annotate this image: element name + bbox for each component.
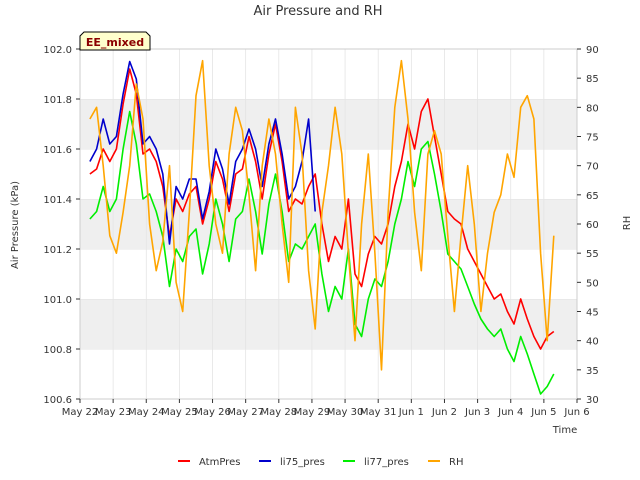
- y-right-tick-label: 40: [586, 337, 599, 348]
- y-right-tick-label: 80: [586, 103, 599, 114]
- badge-label: EE_mixed: [86, 36, 144, 49]
- x-axis-label: Time: [552, 425, 577, 436]
- y-right-tick-label: 55: [586, 249, 599, 260]
- y-right-axis-ticks: 30 35 40 45 50 55 60 65 70 75 80 85 90: [577, 45, 599, 406]
- x-tick-label: May 25: [161, 407, 198, 418]
- y-right-tick-label: 65: [586, 191, 599, 202]
- x-tick-label: May 29: [294, 407, 331, 418]
- legend: AtmPres li75_pres li77_pres RH: [178, 457, 463, 468]
- x-tick-label: Jun 3: [464, 407, 490, 418]
- chart-title: Air Pressure and RH: [253, 4, 382, 19]
- x-tick-label: May 24: [128, 407, 165, 418]
- x-tick-label: May 23: [95, 407, 132, 418]
- y-left-tick-label: 101.2: [43, 245, 72, 256]
- y-left-axis-ticks: 100.6 100.8 101.0 101.2 101.4 101.6 101.8 102.0: [43, 45, 80, 406]
- grid-band: [80, 349, 577, 399]
- x-tick-label: May 22: [62, 407, 99, 418]
- y-right-tick-label: 85: [586, 74, 599, 85]
- y-left-tick-label: 101.6: [43, 145, 72, 156]
- y-right-tick-label: 50: [586, 278, 599, 289]
- y-right-tick-label: 75: [586, 133, 599, 144]
- badge-box: [79, 31, 151, 51]
- grid-band: [80, 49, 577, 99]
- legend-label-RH: RH: [449, 457, 463, 468]
- x-tick-label: Jun 4: [497, 407, 523, 418]
- y-left-tick-label: 101.0: [43, 295, 72, 306]
- grid-band: [80, 99, 577, 149]
- x-tick-label: May 26: [194, 407, 231, 418]
- x-tick-label: Jun 6: [563, 407, 589, 418]
- x-tick-label: Jun 2: [431, 407, 457, 418]
- plot-background: [79, 48, 578, 400]
- y-left-tick-label: 100.6: [43, 395, 72, 406]
- legend-label-AtmPres: AtmPres: [199, 457, 240, 468]
- y-left-tick-label: 102.0: [43, 45, 72, 56]
- y-right-tick-label: 90: [586, 45, 599, 56]
- y-right-tick-label: 70: [586, 162, 599, 173]
- series-line-li77_pres: [89, 110, 555, 395]
- legend-label-li75_pres: li75_pres: [280, 457, 325, 468]
- legend-label-li77_pres: li77_pres: [364, 457, 409, 468]
- series-line-RH: [89, 59, 555, 371]
- y-left-axis-label: Air Pressure (kPa): [10, 181, 21, 269]
- grid-band: [80, 149, 577, 199]
- y-right-axis-label: RH: [622, 216, 633, 230]
- series-lines: [89, 59, 555, 395]
- y-left-tick-label: 100.8: [43, 345, 72, 356]
- x-tick-label: May 31: [360, 407, 397, 418]
- x-tick-label: May 30: [327, 407, 364, 418]
- x-tick-label: Jun 5: [530, 407, 556, 418]
- y-right-tick-label: 60: [586, 220, 599, 231]
- series-line-li75_pres: [89, 60, 316, 245]
- y-left-tick-label: 101.4: [43, 195, 72, 206]
- y-left-tick-label: 101.8: [43, 95, 72, 106]
- x-tick-label: Jun 1: [398, 407, 424, 418]
- badge: EE_mixed: [79, 31, 151, 51]
- grid-band: [80, 299, 577, 349]
- x-tick-label: May 27: [227, 407, 264, 418]
- x-tick-label: May 28: [261, 407, 298, 418]
- y-right-tick-label: 30: [586, 395, 599, 406]
- y-right-tick-label: 45: [586, 308, 599, 319]
- y-right-tick-label: 35: [586, 366, 599, 377]
